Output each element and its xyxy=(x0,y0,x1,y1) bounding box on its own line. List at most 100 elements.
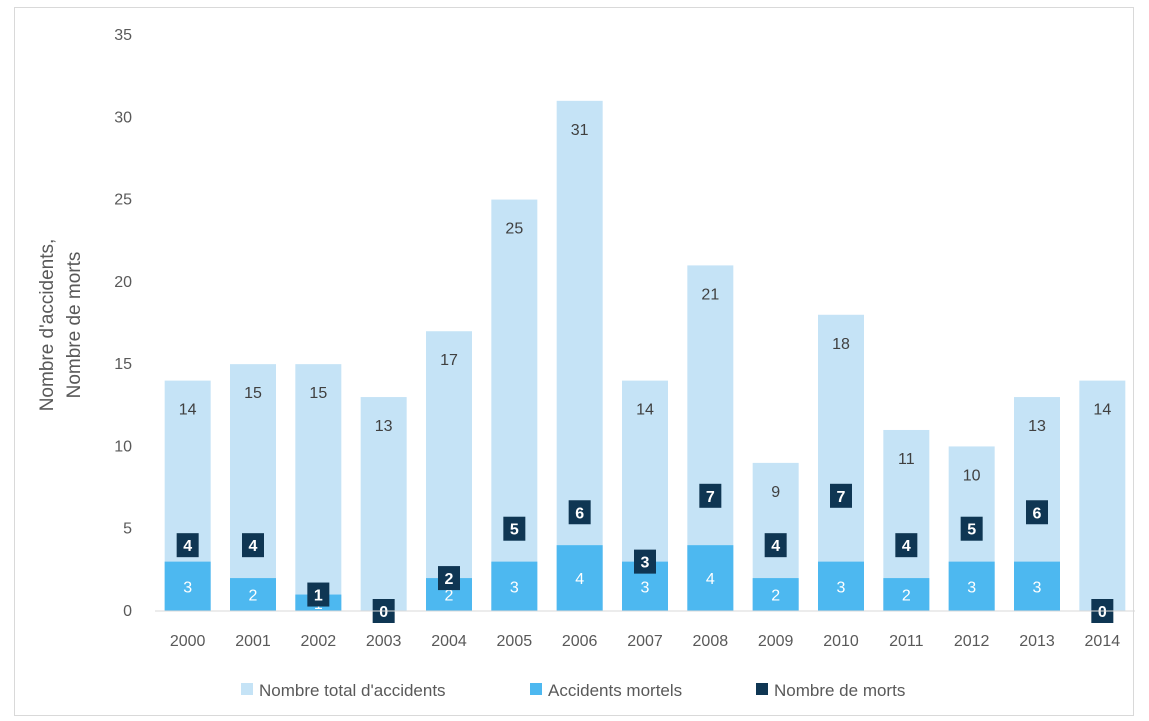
x-tick-label: 2008 xyxy=(693,633,729,650)
x-tick-label: 2000 xyxy=(170,633,206,650)
data-label-fatal: 2 xyxy=(902,588,911,605)
x-tick-label: 2010 xyxy=(823,633,859,650)
data-label-total: 15 xyxy=(309,385,327,402)
legend-swatch xyxy=(530,683,542,695)
y-tick-label: 35 xyxy=(114,27,132,44)
y-tick-label: 10 xyxy=(114,438,132,455)
marker-deaths xyxy=(503,516,526,541)
data-label-deaths: 6 xyxy=(575,505,584,522)
data-label-deaths: 5 xyxy=(967,522,976,539)
y-tick-label: 20 xyxy=(114,274,132,291)
bar-fatal-accidents xyxy=(164,561,211,611)
data-label-fatal: 2 xyxy=(445,588,454,605)
marker-deaths xyxy=(568,500,591,525)
marker-deaths xyxy=(1026,500,1048,525)
data-label-deaths: 0 xyxy=(1098,604,1107,621)
data-label-total: 21 xyxy=(701,286,719,303)
data-label-total: 31 xyxy=(571,122,589,139)
x-axis-ticks: 2000 2001 2002 2003 2004 2005 2006 2007 2008 2009… xyxy=(170,633,1120,650)
marker-deaths xyxy=(764,533,787,558)
marker-deaths xyxy=(307,582,330,607)
marker-deaths xyxy=(634,549,656,574)
legend-label: Nombre total d'accidents xyxy=(259,681,446,700)
data-label-deaths: 6 xyxy=(1033,505,1042,522)
data-label-deaths: 4 xyxy=(249,538,258,555)
data-label-deaths: 0 xyxy=(379,604,388,621)
data-label-fatal: 3 xyxy=(967,579,976,596)
legend-label: Accidents mortels xyxy=(548,681,682,700)
bar-fatal-accidents xyxy=(883,578,930,611)
bars: 1431521511317225331414321492183112103133… xyxy=(164,100,1126,623)
data-label-fatal: 4 xyxy=(575,571,584,588)
data-label-total: 10 xyxy=(963,467,981,484)
data-label-deaths: 4 xyxy=(183,538,192,555)
data-label-deaths: 4 xyxy=(771,538,780,555)
y-axis-title-line1: Nombre d'accidents, xyxy=(37,239,58,412)
data-label-fatal: 3 xyxy=(1033,579,1042,596)
data-label-total: 13 xyxy=(1028,418,1046,435)
data-label-fatal: 2 xyxy=(771,588,780,605)
bar-total-accidents xyxy=(556,100,603,611)
marker-deaths xyxy=(960,516,983,541)
x-tick-label: 2007 xyxy=(627,633,663,650)
x-tick-label: 2004 xyxy=(431,633,467,650)
legend: Nombre total d'accidents Accidents mortel… xyxy=(241,681,905,700)
x-tick-label: 2006 xyxy=(562,633,598,650)
data-label-deaths: 5 xyxy=(510,522,519,539)
y-tick-label: 5 xyxy=(123,521,132,538)
bar-total-accidents xyxy=(295,364,342,611)
x-tick-label: 2003 xyxy=(366,633,402,650)
y-axis-ticks: 0 5 10 15 20 25 30 35 xyxy=(114,27,132,620)
bar-total-accidents xyxy=(360,397,407,611)
legend-swatch xyxy=(241,683,253,695)
data-label-fatal: 2 xyxy=(249,588,258,605)
legend-swatch xyxy=(756,683,768,695)
data-label-total: 13 xyxy=(375,418,393,435)
data-label-deaths: 7 xyxy=(837,489,846,506)
marker-deaths xyxy=(176,533,199,558)
marker-deaths xyxy=(895,533,918,558)
y-axis-title: Nombre d'accidents, Nombre de morts xyxy=(37,239,85,412)
data-label-total: 9 xyxy=(771,484,780,501)
y-tick-label: 25 xyxy=(114,192,132,209)
data-label-fatal: 4 xyxy=(706,571,715,588)
data-label-total: 14 xyxy=(1093,402,1111,419)
x-tick-label: 2005 xyxy=(497,633,533,650)
data-label-deaths: 7 xyxy=(706,489,715,506)
bar-total-accidents xyxy=(491,199,538,612)
data-label-fatal: 3 xyxy=(510,579,519,596)
bar-total-accidents xyxy=(230,364,276,611)
bar-fatal-accidents xyxy=(818,561,864,611)
y-tick-label: 30 xyxy=(114,109,132,126)
data-label-total: 25 xyxy=(505,221,523,238)
data-label-fatal: 3 xyxy=(837,579,846,596)
data-label-total: 18 xyxy=(832,336,850,353)
x-tick-label: 2012 xyxy=(954,633,990,650)
bar-fatal-accidents xyxy=(948,561,995,611)
data-label-total: 17 xyxy=(440,352,458,369)
marker-deaths xyxy=(242,533,264,558)
x-tick-label: 2001 xyxy=(235,633,271,650)
marker-deaths xyxy=(438,566,460,591)
data-label-total: 11 xyxy=(898,451,915,468)
data-label-fatal: 3 xyxy=(641,579,650,596)
data-label-fatal: 3 xyxy=(183,579,192,596)
bar-total-accidents xyxy=(1079,380,1126,611)
legend-label: Nombre de morts xyxy=(774,681,905,700)
x-tick-label: 2009 xyxy=(758,633,794,650)
y-tick-label: 15 xyxy=(114,356,132,373)
data-label-total: 15 xyxy=(244,385,262,402)
data-label-deaths: 2 xyxy=(445,571,454,588)
bar-fatal-accidents xyxy=(491,561,538,611)
data-label-total: 14 xyxy=(636,402,654,419)
x-tick-label: 2014 xyxy=(1085,633,1121,650)
bar-fatal-accidents xyxy=(1014,561,1060,611)
bar-fatal-accidents xyxy=(687,545,734,611)
bar-fatal-accidents xyxy=(230,578,276,611)
data-label-deaths: 3 xyxy=(641,555,650,572)
marker-deaths xyxy=(830,483,852,508)
data-label-total: 14 xyxy=(179,402,197,419)
bar-fatal-accidents xyxy=(556,545,603,611)
y-axis-title-line2: Nombre de morts xyxy=(64,252,85,399)
